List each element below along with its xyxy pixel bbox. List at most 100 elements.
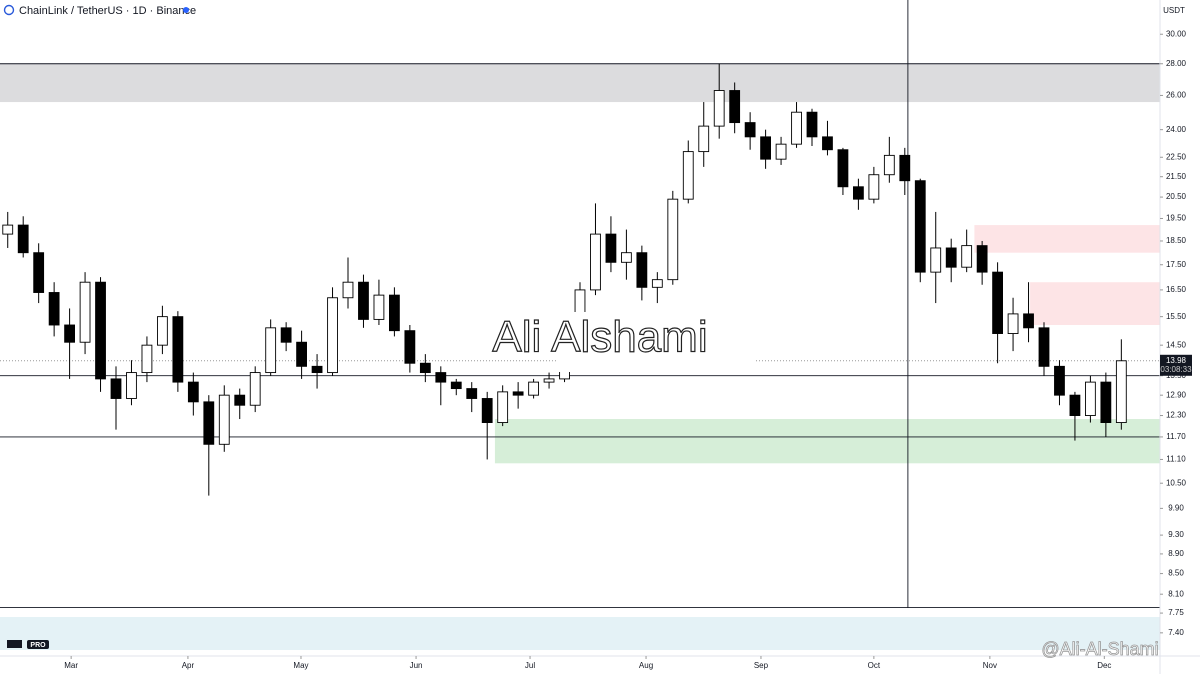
candle-body — [976, 245, 988, 273]
candle-body — [713, 90, 725, 127]
candle-body — [419, 362, 431, 374]
y-tick-label: 21.50 — [1166, 172, 1187, 181]
candle-body — [621, 252, 632, 263]
x-tick-label: Apr — [182, 661, 195, 670]
y-tick-label: 30.00 — [1166, 29, 1187, 38]
candle-body — [389, 294, 400, 332]
candle-body — [481, 398, 493, 424]
candle-body — [590, 233, 601, 291]
countdown: 03:08:33 — [1160, 365, 1192, 374]
y-tick-label: 24.00 — [1166, 125, 1187, 134]
candle-body — [234, 394, 246, 406]
y-tick-label: 14.50 — [1166, 340, 1187, 349]
x-tick-label: Jul — [525, 661, 535, 670]
y-tick-label: 7.40 — [1168, 628, 1184, 637]
candle-body — [1069, 394, 1081, 416]
candle-body — [497, 391, 509, 424]
zone — [974, 225, 1160, 253]
y-tick-label: 8.50 — [1168, 569, 1184, 578]
candle-body — [311, 365, 323, 374]
candle-body — [914, 180, 926, 273]
y-tick-label: 26.00 — [1166, 91, 1187, 100]
y-tick-label: 19.50 — [1166, 214, 1187, 223]
price-badge — [1160, 354, 1192, 376]
y-tick-label: 11.70 — [1166, 432, 1186, 441]
candle-body — [79, 281, 91, 343]
bottom-band — [0, 617, 1160, 650]
candle-body — [543, 378, 555, 383]
x-tick-label: Jun — [410, 661, 423, 670]
candle-body — [1023, 313, 1034, 329]
y-tick-label: 16.50 — [1166, 285, 1187, 294]
candle-body — [806, 111, 818, 138]
y-tick-label: 15.50 — [1166, 312, 1187, 321]
candle-body — [296, 341, 307, 367]
candle-body — [698, 125, 710, 153]
candle-body — [605, 233, 617, 263]
candle-body — [1115, 360, 1127, 424]
candle-body — [17, 224, 29, 254]
candle-body — [636, 252, 648, 288]
title[interactable]: ChainLink / TetherUS · 1D · Binance — [19, 5, 196, 17]
candle-body — [791, 111, 802, 145]
x-tick-label: Aug — [639, 661, 653, 670]
pro-label: PRO — [30, 642, 46, 649]
candle-body — [435, 372, 447, 383]
y-tick-label: 18.50 — [1166, 236, 1187, 245]
candle-body — [1038, 327, 1050, 367]
candle-body — [528, 381, 539, 396]
y-tick-label: 8.10 — [1168, 589, 1184, 598]
candle-body — [450, 381, 462, 390]
candle-body — [2, 224, 14, 235]
candle-body — [512, 391, 524, 396]
status-dot — [183, 7, 189, 13]
candle-body — [1054, 365, 1065, 396]
candle-body — [327, 297, 338, 374]
x-tick-label: Sep — [754, 661, 769, 670]
candle-body — [651, 279, 663, 288]
candle-body — [667, 198, 679, 281]
candle-body — [157, 316, 168, 346]
price-label: 13.98 — [1166, 356, 1187, 365]
candle-body — [373, 294, 385, 320]
candle-body — [126, 372, 137, 399]
y-tick-label: 12.30 — [1166, 411, 1187, 420]
candle-body — [172, 316, 184, 383]
zone — [494, 419, 1160, 464]
candle-body — [1007, 313, 1019, 334]
candle-body — [95, 281, 106, 380]
x-tick-label: May — [293, 661, 308, 670]
candle-body — [249, 372, 261, 406]
candle-body — [760, 136, 771, 160]
candle-body — [48, 292, 60, 326]
y-tick-label: 10.50 — [1166, 478, 1187, 487]
currency[interactable]: USDT — [1163, 6, 1185, 15]
candle-body — [218, 394, 230, 445]
plot — [0, 0, 1160, 609]
zone — [1030, 282, 1160, 326]
y-tick-label: 12.90 — [1166, 390, 1187, 399]
signature: @Ali-Al-Shami — [1041, 639, 1158, 659]
y-tick-label: 28.00 — [1166, 59, 1187, 68]
candle-body — [837, 149, 849, 188]
symbol-icon — [3, 4, 15, 16]
y-tick-label: 9.30 — [1168, 530, 1184, 539]
candle-body — [961, 245, 973, 268]
candle-body — [744, 122, 756, 138]
y-tick-label: 17.50 — [1166, 260, 1187, 269]
candle-body — [775, 143, 787, 160]
x-tick-label: Dec — [1097, 661, 1111, 670]
candle-body — [203, 401, 215, 445]
candle-body — [1100, 381, 1112, 424]
candle-body — [141, 344, 153, 374]
y-tick-label: 9.90 — [1168, 503, 1184, 512]
y-tick-label: 20.50 — [1166, 192, 1187, 201]
candle-body — [945, 247, 957, 268]
candle-body — [265, 327, 277, 374]
x-tick-label: Mar — [64, 661, 78, 670]
watermark-bg — [558, 312, 756, 372]
pro-badge — [27, 640, 49, 649]
y-tick-label: 22.50 — [1166, 152, 1187, 161]
y-tick-label: 7.75 — [1168, 608, 1184, 617]
